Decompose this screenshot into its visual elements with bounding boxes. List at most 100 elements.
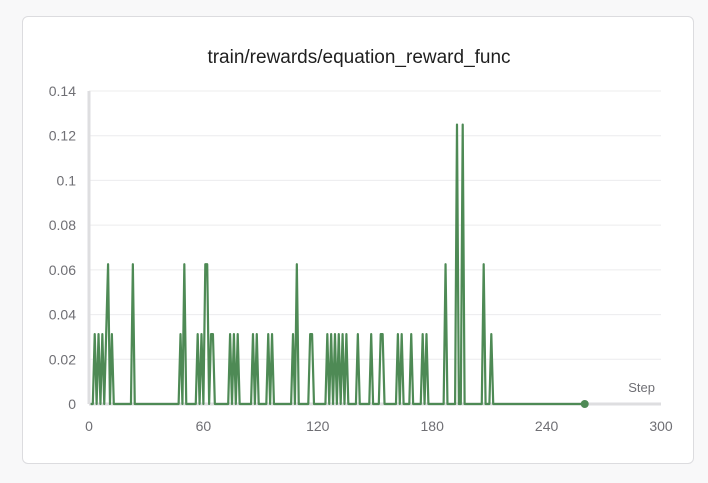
data-point	[483, 263, 485, 265]
data-point	[382, 333, 384, 335]
data-point	[462, 123, 464, 126]
y-tick-label: 0.02	[49, 351, 76, 367]
data-point	[423, 403, 426, 405]
data-point	[90, 403, 92, 405]
data-point	[456, 123, 458, 126]
data-point	[343, 403, 346, 405]
data-point	[309, 333, 311, 335]
data-point	[290, 403, 292, 405]
data-point	[107, 263, 109, 265]
x-tick-label: 240	[535, 418, 559, 434]
data-point	[397, 333, 399, 335]
data-point	[399, 403, 401, 405]
data-point	[380, 333, 382, 335]
y-tick-label: 0.08	[49, 217, 76, 233]
series-lines	[90, 123, 589, 408]
data-point	[269, 403, 271, 405]
data-point	[444, 263, 447, 265]
data-point	[113, 403, 115, 405]
data-point	[252, 333, 254, 335]
data-point	[197, 333, 199, 335]
data-point	[208, 403, 210, 405]
data-point	[334, 333, 336, 335]
series-line	[90, 123, 585, 406]
data-point	[347, 403, 349, 405]
data-point	[202, 403, 204, 405]
data-point	[492, 403, 494, 405]
data-point	[254, 403, 256, 405]
data-point	[464, 403, 466, 405]
data-point	[324, 403, 327, 405]
data-point	[307, 403, 309, 405]
data-point	[212, 333, 214, 335]
data-point	[111, 333, 113, 335]
data-point	[484, 403, 487, 405]
data-point	[383, 403, 386, 405]
data-point	[490, 333, 492, 335]
data-point	[198, 403, 201, 405]
data-point	[359, 403, 361, 405]
data-point	[231, 403, 233, 405]
y-tick-label: 0.14	[49, 83, 76, 99]
gridlines	[89, 90, 661, 360]
y-tick-labels: 0 0.02 0.04 0.06 0.08 0.1 0.12 0.14	[49, 83, 76, 412]
data-point	[410, 333, 412, 335]
y-tick-label: 0.1	[57, 172, 77, 188]
data-point	[294, 403, 296, 405]
data-point	[210, 333, 212, 335]
data-point	[179, 333, 182, 335]
data-point	[370, 333, 372, 335]
x-tick-label: 120	[306, 418, 330, 434]
data-point	[330, 333, 332, 335]
data-point	[355, 403, 357, 405]
data-point	[214, 403, 216, 405]
data-point	[292, 333, 294, 335]
data-point	[105, 333, 107, 335]
data-point	[101, 333, 103, 335]
data-point	[239, 403, 241, 405]
x-tick-label: 0	[85, 418, 93, 434]
x-tick-label: 300	[649, 418, 673, 434]
data-point	[443, 403, 445, 405]
data-point	[134, 403, 136, 405]
data-point	[271, 333, 273, 335]
data-point	[132, 263, 134, 265]
data-point	[311, 333, 313, 335]
data-point	[273, 403, 275, 405]
data-point	[446, 403, 449, 405]
data-point	[328, 403, 330, 405]
data-point	[227, 403, 229, 405]
x-axis-label: Step	[628, 380, 655, 395]
y-tick-label: 0.04	[49, 307, 76, 323]
x-tick-labels: 0 60 120 180 240 300	[85, 418, 673, 434]
data-point	[96, 403, 98, 405]
data-point	[336, 403, 338, 405]
data-point	[204, 263, 206, 265]
x-tick-label: 60	[196, 418, 212, 434]
line-chart: 0 0.02 0.04 0.06 0.08 0.1 0.12 0.14 0 60 120 180 24…	[49, 83, 673, 434]
data-point	[94, 333, 96, 335]
data-point	[296, 263, 298, 265]
y-tick-label: 0	[68, 396, 76, 412]
data-point	[368, 403, 370, 405]
data-point	[92, 403, 94, 405]
data-point	[422, 333, 424, 335]
data-point	[372, 403, 374, 405]
data-point	[313, 403, 315, 405]
data-point	[109, 403, 111, 405]
data-point	[395, 403, 397, 405]
data-point	[229, 333, 231, 335]
data-point	[338, 333, 340, 335]
x-tick-label: 180	[421, 418, 445, 434]
last-point-marker	[580, 400, 589, 408]
data-point	[345, 333, 347, 335]
data-point	[454, 403, 456, 405]
data-point	[488, 403, 490, 405]
data-point	[99, 403, 102, 405]
data-point	[357, 333, 359, 335]
data-point	[130, 403, 132, 405]
data-point	[420, 403, 422, 405]
data-point	[481, 403, 483, 405]
data-point	[298, 403, 300, 405]
data-point	[195, 403, 197, 405]
